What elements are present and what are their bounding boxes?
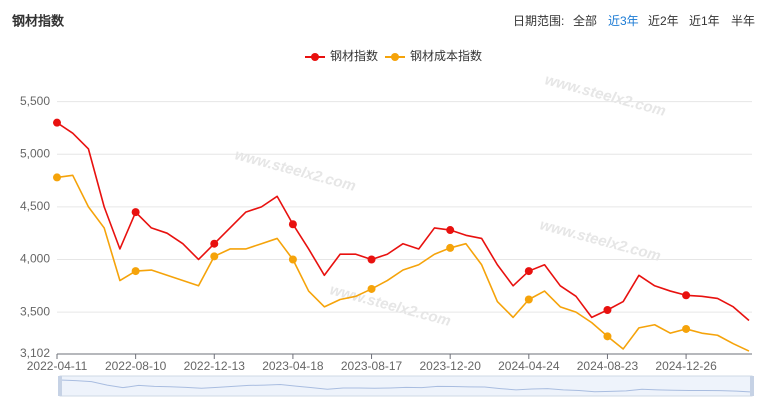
slider-overview (59, 379, 753, 393)
data-point (603, 306, 612, 315)
chart-title: 钢材指数 (12, 13, 65, 28)
legend-dot (391, 53, 399, 61)
y-tick-label: 4,000 (20, 252, 50, 266)
x-tick-label: 2023-04-18 (262, 359, 324, 373)
data-point (131, 267, 140, 276)
x-tick-label: 2023-12-20 (419, 359, 481, 373)
slider-handle (58, 376, 62, 396)
data-point (288, 220, 297, 229)
zoom-slider[interactable] (59, 375, 753, 397)
data-point (367, 255, 376, 264)
x-tick-label: 2023-08-17 (341, 359, 403, 373)
watermarks: www.steelx2.com www.steelx2.com www.stee… (233, 71, 668, 330)
data-point (446, 243, 455, 252)
range-tab[interactable]: 近3年 (608, 14, 639, 28)
range-label: 日期范围: (513, 14, 564, 28)
data-point (524, 295, 533, 304)
y-tick-label: 5,500 (20, 94, 50, 108)
data-point (682, 291, 691, 300)
data-point (210, 252, 219, 261)
x-tick-label: 2022-08-10 (105, 359, 167, 373)
x-tick-label: 2022-12-13 (184, 359, 246, 373)
range-tab[interactable]: 全部 (573, 13, 597, 28)
data-point (446, 226, 455, 235)
data-point (131, 208, 140, 217)
legend-label: 钢材指数 (330, 48, 378, 63)
range-tab[interactable]: 近2年 (648, 14, 679, 28)
range-tab[interactable]: 近1年 (689, 14, 720, 28)
slider-handle (750, 376, 754, 396)
series-line (56, 174, 750, 352)
data-point (210, 239, 219, 248)
x-tick-label: 2024-04-24 (498, 359, 560, 373)
y-tick-label: 3,102 (20, 346, 50, 360)
legend-label: 钢材成本指数 (410, 48, 482, 63)
data-point (682, 324, 691, 333)
data-point (53, 173, 61, 182)
data-point (53, 118, 61, 127)
data-point (603, 332, 612, 341)
range-tab[interactable]: 半年 (731, 14, 755, 28)
x-tick-label: 2024-08-23 (577, 359, 639, 373)
y-tick-label: 4,500 (20, 199, 50, 213)
watermark: www.steelx2.com (233, 146, 358, 195)
x-tick-label: 2024-12-26 (655, 359, 717, 373)
series-line (56, 122, 750, 322)
watermark: www.steelx2.com (328, 281, 453, 330)
data-point (524, 267, 533, 276)
data-point (288, 255, 297, 264)
legend-dot (311, 53, 319, 61)
watermark: www.steelx2.com (538, 216, 663, 265)
x-tick-label: 2022-04-11 (27, 359, 88, 373)
data-point (367, 284, 376, 293)
watermark: www.steelx2.com (543, 71, 668, 120)
y-tick-label: 3,500 (20, 304, 50, 318)
y-tick-label: 5,000 (20, 146, 50, 160)
